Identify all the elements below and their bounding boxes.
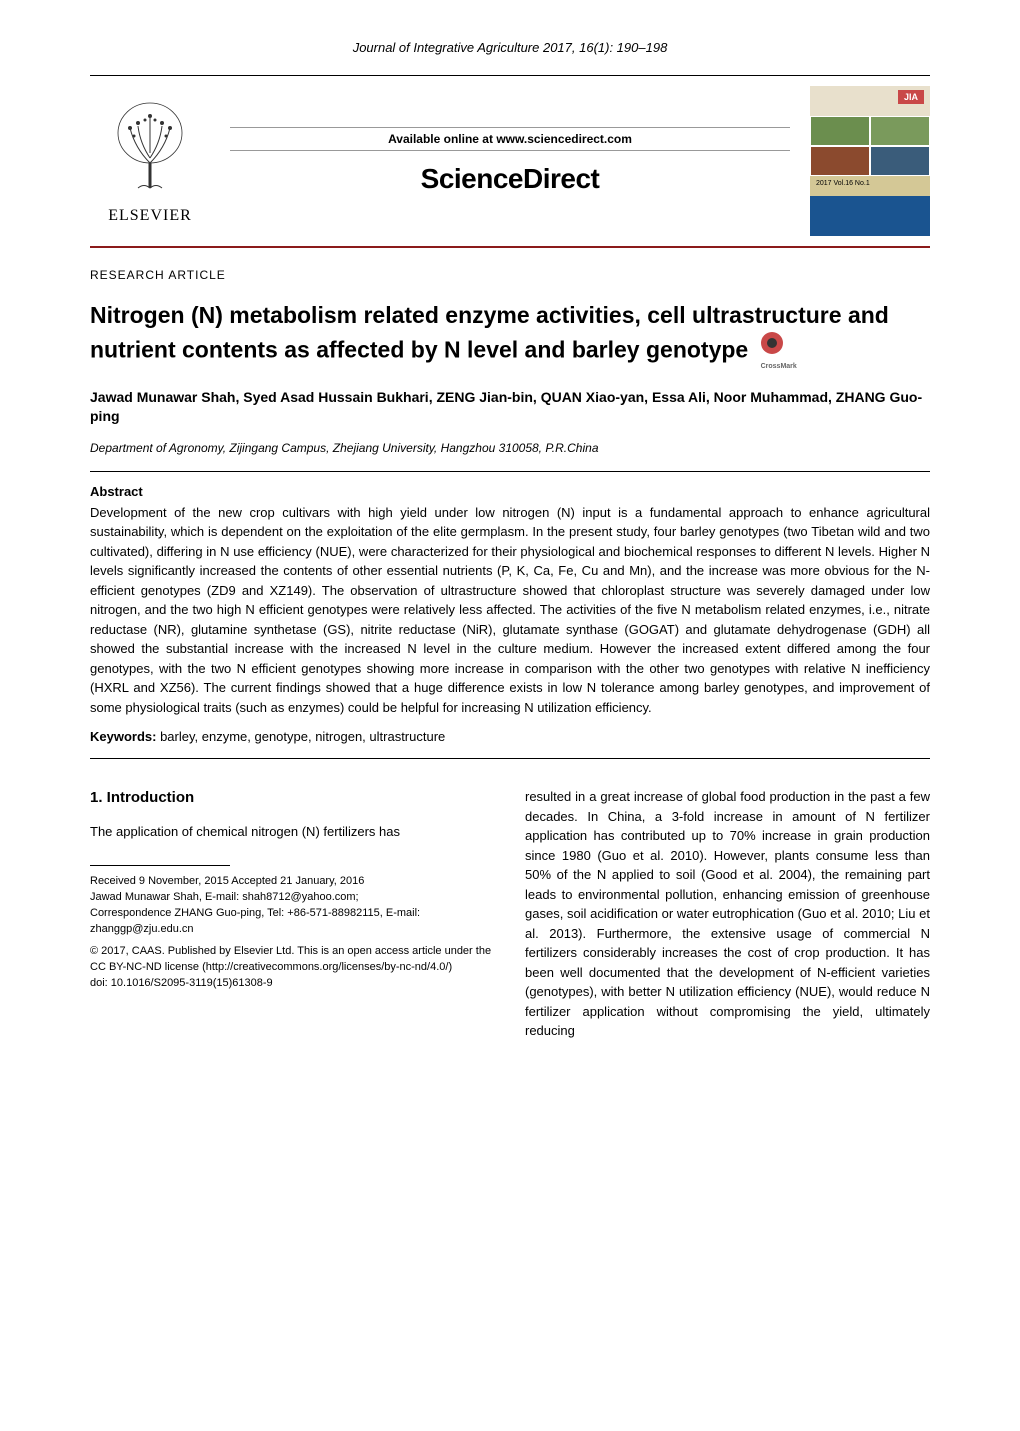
crossmark-label: CrossMark [761, 362, 797, 371]
footnote-doi: doi: 10.1016/S2095-3119(15)61308-9 [90, 977, 273, 989]
crossmark-icon [761, 332, 783, 354]
footnotes: Received 9 November, 2015 Accepted 21 Ja… [90, 874, 495, 992]
jia-cover-top: JIA [810, 86, 930, 116]
affiliation: Department of Agronomy, Zijingang Campus… [90, 441, 930, 455]
left-column: 1. Introduction The application of chemi… [90, 787, 495, 1041]
keywords-label: Keywords: [90, 729, 156, 744]
authors-list: Jawad Munawar Shah, Syed Asad Hussain Bu… [90, 388, 930, 427]
keywords: Keywords: barley, enzyme, genotype, nitr… [90, 729, 930, 744]
abstract-heading: Abstract [90, 484, 930, 499]
top-header-section: ELSEVIER Available online at www.science… [90, 75, 930, 248]
header-center-block: Available online at www.sciencedirect.co… [210, 127, 810, 195]
jia-abbr-label: JIA [898, 90, 924, 104]
footnote-rule [90, 865, 230, 866]
abstract-text: Development of the new crop cultivars wi… [90, 503, 930, 718]
article-title: Nitrogen (N) metabolism related enzyme a… [90, 300, 930, 372]
intro-left-para: The application of chemical nitrogen (N)… [90, 822, 495, 842]
elsevier-logo: ELSEVIER [90, 98, 210, 225]
elsevier-tree-icon [100, 98, 200, 198]
keywords-text: barley, enzyme, genotype, nitrogen, ultr… [156, 729, 445, 744]
elsevier-name: ELSEVIER [90, 207, 210, 225]
abstract-section: Abstract Development of the new crop cul… [90, 471, 930, 760]
jia-cover-images [810, 116, 930, 176]
footnote-received: Received 9 November, 2015 Accepted 21 Ja… [90, 875, 364, 887]
introduction-heading: 1. Introduction [90, 787, 495, 810]
jia-issue-info: 2017 Vol.16 No.1 [810, 176, 930, 196]
body-columns: 1. Introduction The application of chemi… [90, 787, 930, 1041]
intro-right-para: resulted in a great increase of global f… [525, 787, 930, 1041]
sciencedirect-logo: ScienceDirect [230, 163, 790, 195]
crossmark-badge[interactable]: CrossMark [761, 331, 797, 371]
footnote-copyright: © 2017, CAAS. Published by Elsevier Ltd.… [90, 945, 491, 973]
jia-journal-cover: JIA 2017 Vol.16 No.1 [810, 86, 930, 236]
article-type: RESEARCH ARTICLE [90, 268, 930, 282]
footnote-contact2: Correspondence ZHANG Guo-ping, Tel: +86-… [90, 907, 420, 935]
right-column: resulted in a great increase of global f… [525, 787, 930, 1041]
footnote-contact1: Jawad Munawar Shah, E-mail: shah8712@yah… [90, 891, 359, 903]
available-online-text: Available online at www.sciencedirect.co… [230, 127, 790, 151]
journal-citation: Journal of Integrative Agriculture 2017,… [90, 40, 930, 55]
